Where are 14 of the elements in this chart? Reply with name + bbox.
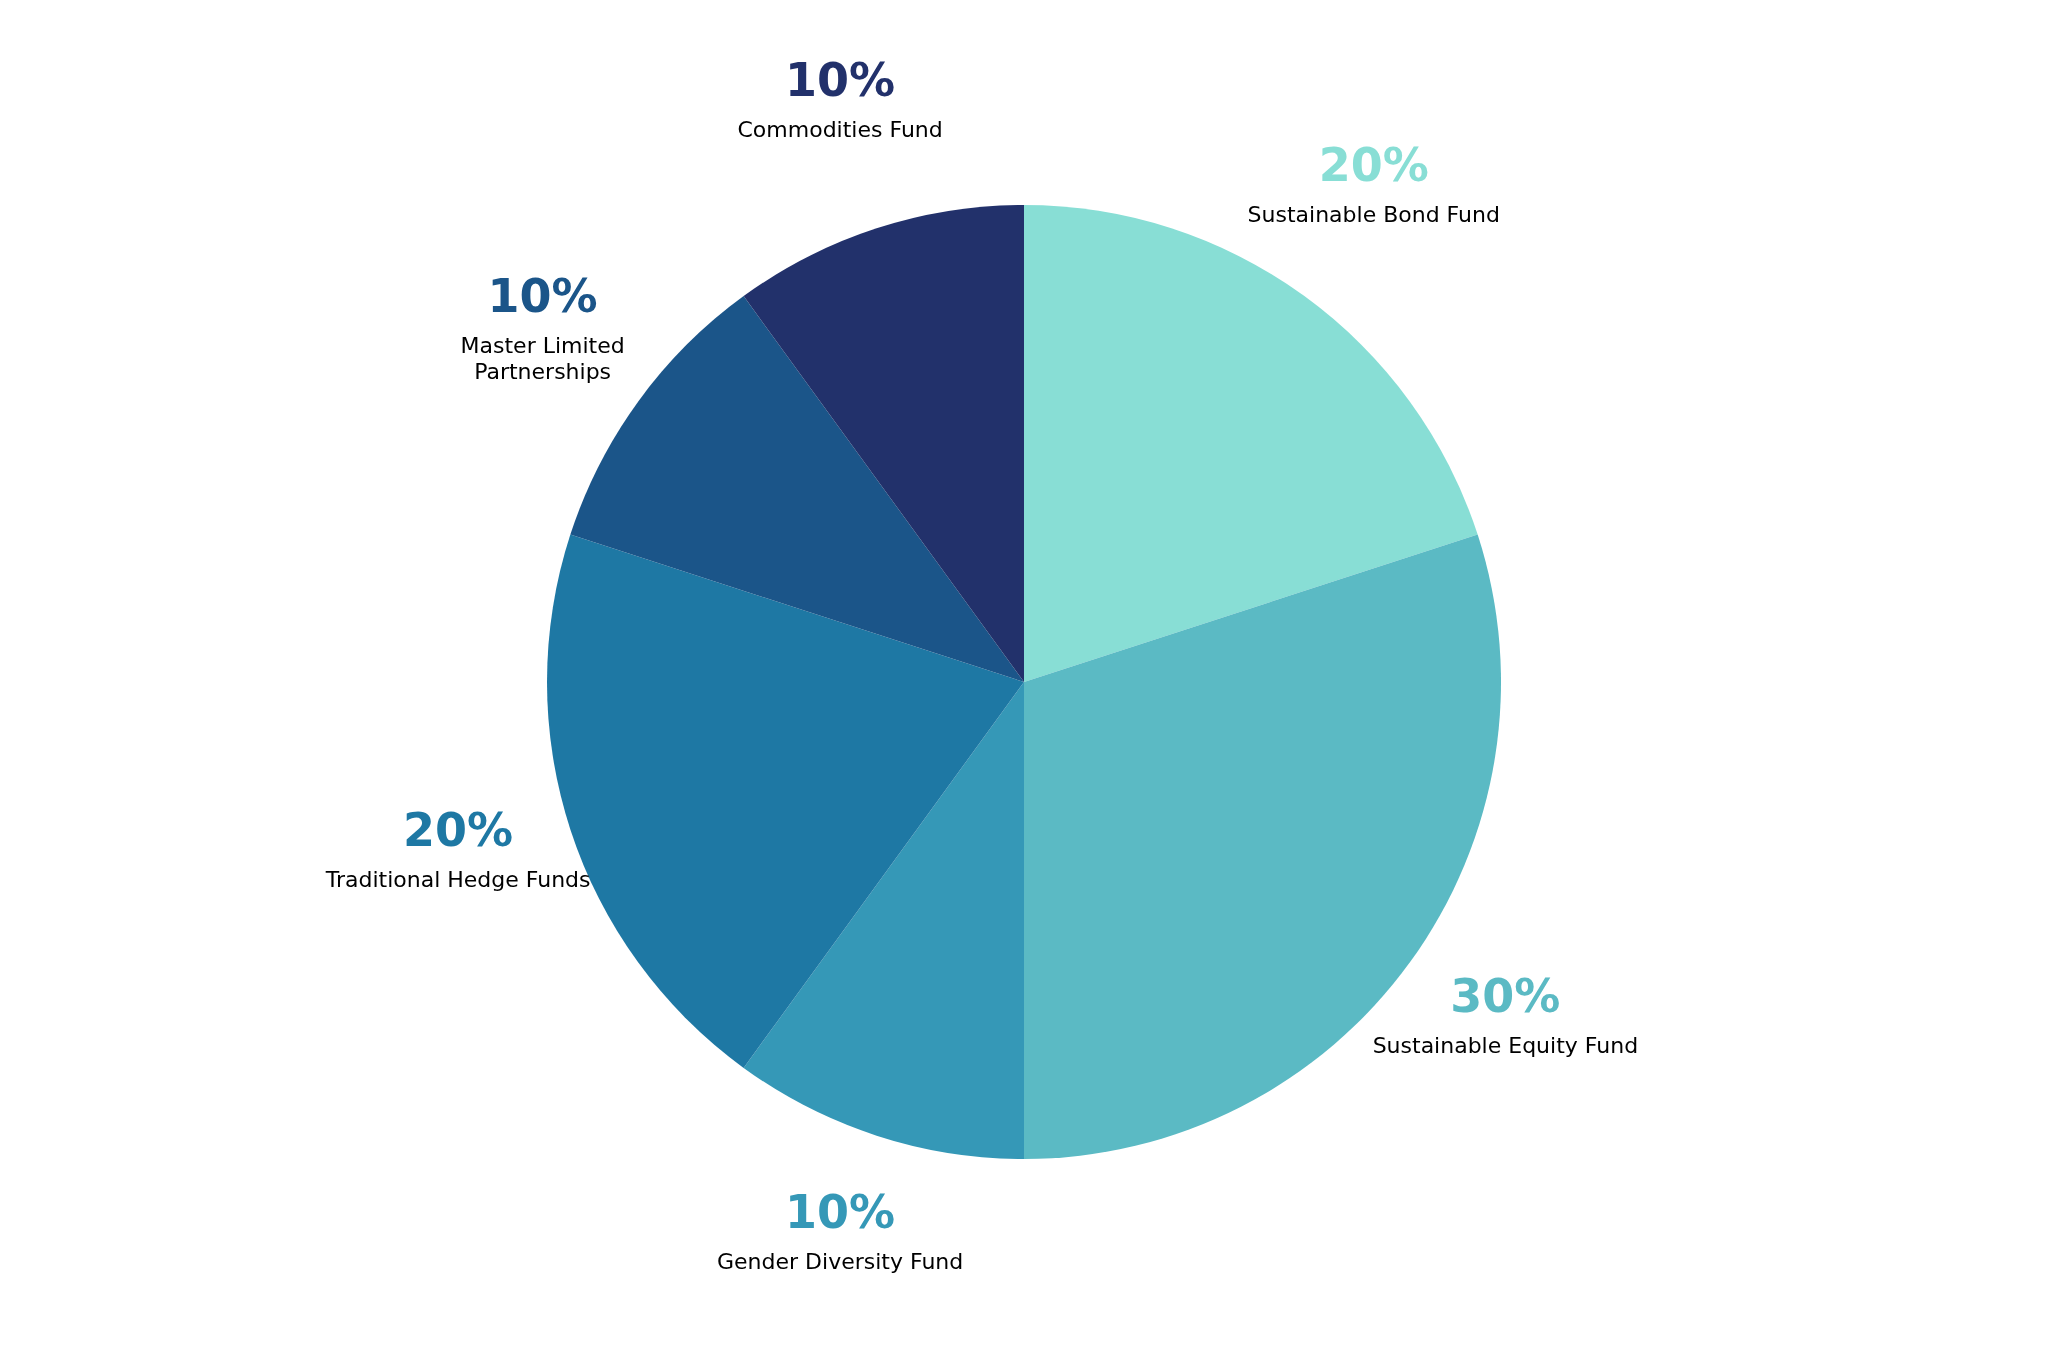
slice-label: Sustainable Bond Fund (1247, 201, 1500, 227)
slice-label: Sustainable Equity Fund (1372, 1032, 1639, 1058)
slice-label: Gender Diversity Fund (717, 1248, 964, 1274)
pie-slice (743, 205, 1024, 682)
data-label: 30% (1450, 968, 1561, 1023)
data-label: 20% (403, 802, 514, 857)
data-label: 10% (785, 53, 896, 108)
pie-slice (743, 682, 1024, 1159)
slice-label: Commodities Fund (737, 117, 943, 143)
data-label: 10% (785, 1184, 896, 1239)
slice-label: Traditional Hedge Funds (324, 866, 591, 892)
slice-label: Master Limited Partnerships (460, 333, 625, 385)
data-label: 20% (1318, 137, 1429, 192)
data-label: 10% (487, 269, 598, 324)
